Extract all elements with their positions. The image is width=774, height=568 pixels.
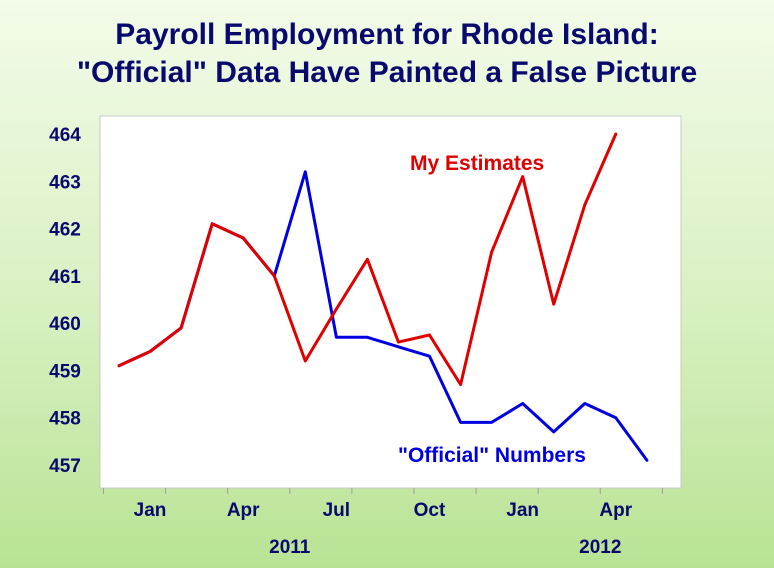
x-tick-label: Apr — [599, 500, 632, 521]
x-tick-label: Jul — [323, 500, 350, 521]
y-tick-label: 461 — [49, 267, 81, 288]
x-tick-label: Jan — [134, 500, 167, 521]
series-group — [117, 132, 649, 462]
chart-subtitle: "Official" Data Have Painted a False Pic… — [77, 56, 697, 89]
y-tick-label: 462 — [49, 220, 81, 241]
plot-area — [99, 115, 682, 489]
x-tick-label: Jan — [506, 500, 539, 521]
y-tick-label: 458 — [49, 409, 81, 430]
annotation-official-numbers: "Official" Numbers — [398, 444, 586, 467]
y-axis: 464 463 462 461 460 459 458 457 — [49, 125, 81, 477]
annotation-my-estimates: My Estimates — [410, 152, 544, 175]
year-label: 2012 — [579, 537, 621, 558]
y-tick-label: 457 — [49, 456, 81, 477]
y-tick-label: 463 — [49, 172, 81, 193]
x-axis: Jan Apr Jul Oct Jan Apr 2011 2012 — [102, 488, 663, 558]
y-tick-label: 460 — [49, 314, 81, 335]
series-line-my-estimates — [117, 132, 618, 387]
x-tick-label: Oct — [414, 500, 446, 521]
y-tick-label: 464 — [49, 125, 81, 146]
y-tick-label: 459 — [49, 361, 81, 382]
year-label: 2011 — [269, 537, 311, 558]
x-tick-label: Apr — [227, 500, 260, 521]
chart-title: Payroll Employment for Rhode Island: — [115, 18, 658, 51]
